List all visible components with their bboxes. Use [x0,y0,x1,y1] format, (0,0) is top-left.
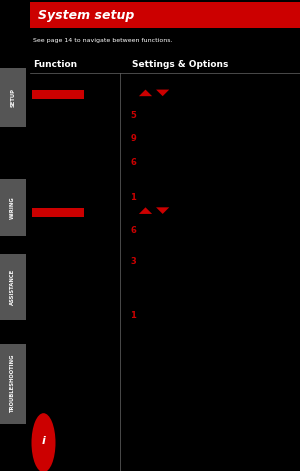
Text: Settings & Options: Settings & Options [132,60,228,69]
Text: System setup: System setup [38,9,134,22]
FancyBboxPatch shape [0,344,26,424]
Text: See page 14 to navigate between functions.: See page 14 to navigate between function… [33,38,172,43]
Text: 1: 1 [130,193,136,203]
Text: ASSISTANCE: ASSISTANCE [10,269,15,305]
Polygon shape [139,89,152,96]
Text: Function: Function [33,60,77,69]
Polygon shape [139,207,152,214]
FancyBboxPatch shape [0,68,26,127]
Text: 3: 3 [130,257,136,266]
FancyBboxPatch shape [30,2,300,28]
FancyBboxPatch shape [0,179,26,236]
FancyBboxPatch shape [32,90,84,99]
Polygon shape [156,207,169,214]
Ellipse shape [32,413,56,471]
Text: i: i [42,436,45,447]
Text: 1: 1 [130,311,136,320]
Text: 9: 9 [130,134,136,144]
Text: TROUBLESHOOTING: TROUBLESHOOTING [10,355,15,413]
Text: SETUP: SETUP [10,88,15,107]
FancyBboxPatch shape [0,254,26,320]
FancyBboxPatch shape [32,208,84,217]
Text: 5: 5 [130,111,136,120]
Polygon shape [156,89,169,96]
Text: 6: 6 [130,226,136,236]
Text: 6: 6 [130,158,136,167]
Text: WIRING: WIRING [10,196,15,219]
